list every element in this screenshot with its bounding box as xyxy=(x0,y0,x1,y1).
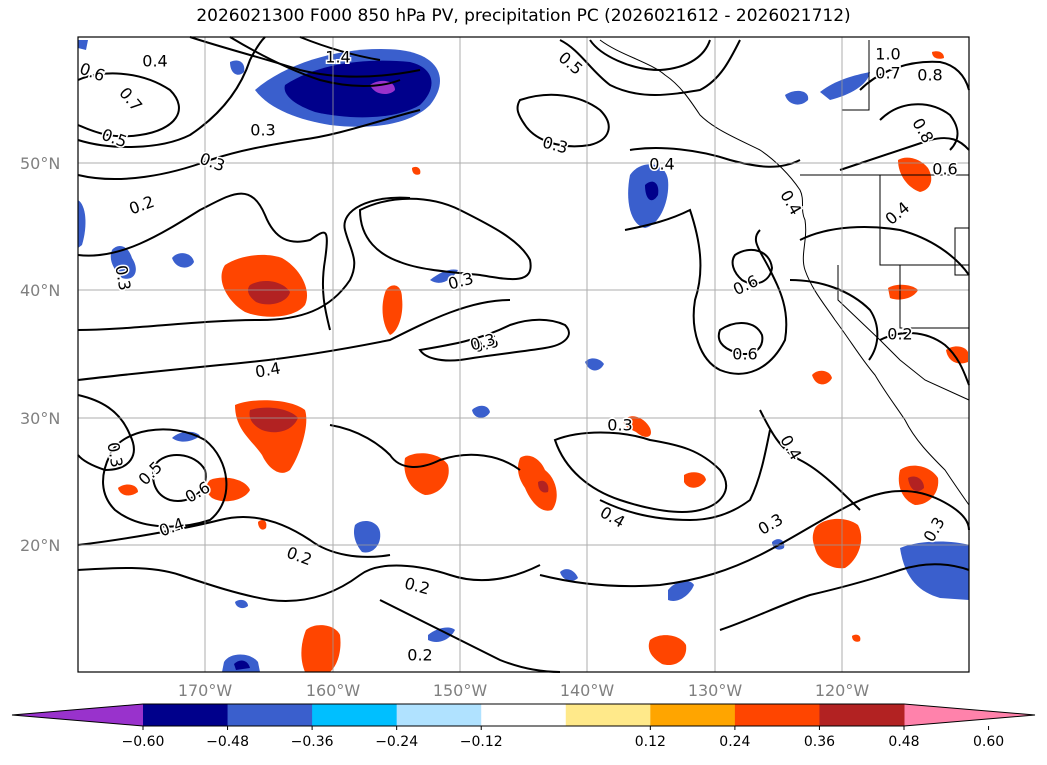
colorbar-tick-label: 0.60 xyxy=(973,734,1004,750)
colorbar-tick-label: 0.24 xyxy=(719,734,750,750)
colorbar: −0.60 −0.48 −0.36 −0.24 −0.12 0.12 0.24 0.36 0.4… xyxy=(11,703,1036,750)
lon-label: 160°W xyxy=(306,681,361,700)
colorbar-segment xyxy=(650,704,736,726)
colorbar-tick-label: −0.48 xyxy=(206,734,249,750)
colorbar-tick-label: −0.60 xyxy=(122,734,165,750)
colorbar-segment xyxy=(396,704,482,726)
colorbar-segment xyxy=(734,704,820,726)
map-panel: 0.4 1.40.60.70.5 0.30.30.20.3 0.30.30.40.60… xyxy=(76,36,970,673)
contour-label: 0.3 xyxy=(111,264,134,292)
colorbar-segment xyxy=(481,704,567,726)
contour-label: 0.2 xyxy=(887,325,912,344)
lat-label: 20°N xyxy=(20,536,60,555)
lat-label: 50°N xyxy=(20,154,60,173)
colorbar-extend-max xyxy=(904,704,1035,726)
lon-label: 150°W xyxy=(433,681,488,700)
lat-label: 40°N xyxy=(20,281,60,300)
pv-contours xyxy=(77,36,970,673)
latitude-labels: 50°N 40°N 30°N 20°N xyxy=(20,154,60,555)
lon-label: 130°W xyxy=(688,681,743,700)
lon-label: 120°W xyxy=(815,681,870,700)
lat-label: 30°N xyxy=(20,409,60,428)
colorbar-segment xyxy=(143,704,229,726)
contour-label: 0.3 xyxy=(607,416,632,435)
contour-label: 1.4 xyxy=(325,48,350,67)
colorbar-tick-label: −0.36 xyxy=(291,734,334,750)
map-title: 2026021300 F000 850 hPa PV, precipitatio… xyxy=(196,6,851,26)
colorbar-segment xyxy=(819,704,905,726)
colorbar-tick-label: 0.12 xyxy=(635,734,666,750)
contour-label: 0.7 xyxy=(875,64,900,83)
contour-label: 0.6 xyxy=(732,345,757,364)
contour-label: 0.3 xyxy=(250,121,275,140)
contour-label: 1.0 xyxy=(875,45,900,64)
colorbar-segment xyxy=(312,704,398,726)
contour-label: 0.2 xyxy=(407,646,432,665)
coastlines xyxy=(599,39,970,506)
map-frame xyxy=(77,36,970,673)
contour-label: 0.4 xyxy=(142,52,167,71)
graticule xyxy=(78,37,969,672)
colorbar-extend-min xyxy=(12,704,143,726)
contour-label: 0.6 xyxy=(932,160,957,179)
lon-label: 140°W xyxy=(560,681,615,700)
colorbar-segment xyxy=(565,704,651,726)
colorbar-tick-label: −0.24 xyxy=(375,734,418,750)
longitude-labels: 170°W 160°W 150°W 140°W 130°W 120°W xyxy=(178,681,870,700)
lon-label: 170°W xyxy=(178,681,233,700)
contour-label: 0.8 xyxy=(917,66,942,85)
colorbar-tick-label: 0.48 xyxy=(888,734,919,750)
colorbar-tick-label: 0.36 xyxy=(804,734,835,750)
colorbar-tick-label: −0.12 xyxy=(460,734,503,750)
colorbar-segment xyxy=(227,704,313,726)
contour-label: 0.4 xyxy=(649,155,674,174)
